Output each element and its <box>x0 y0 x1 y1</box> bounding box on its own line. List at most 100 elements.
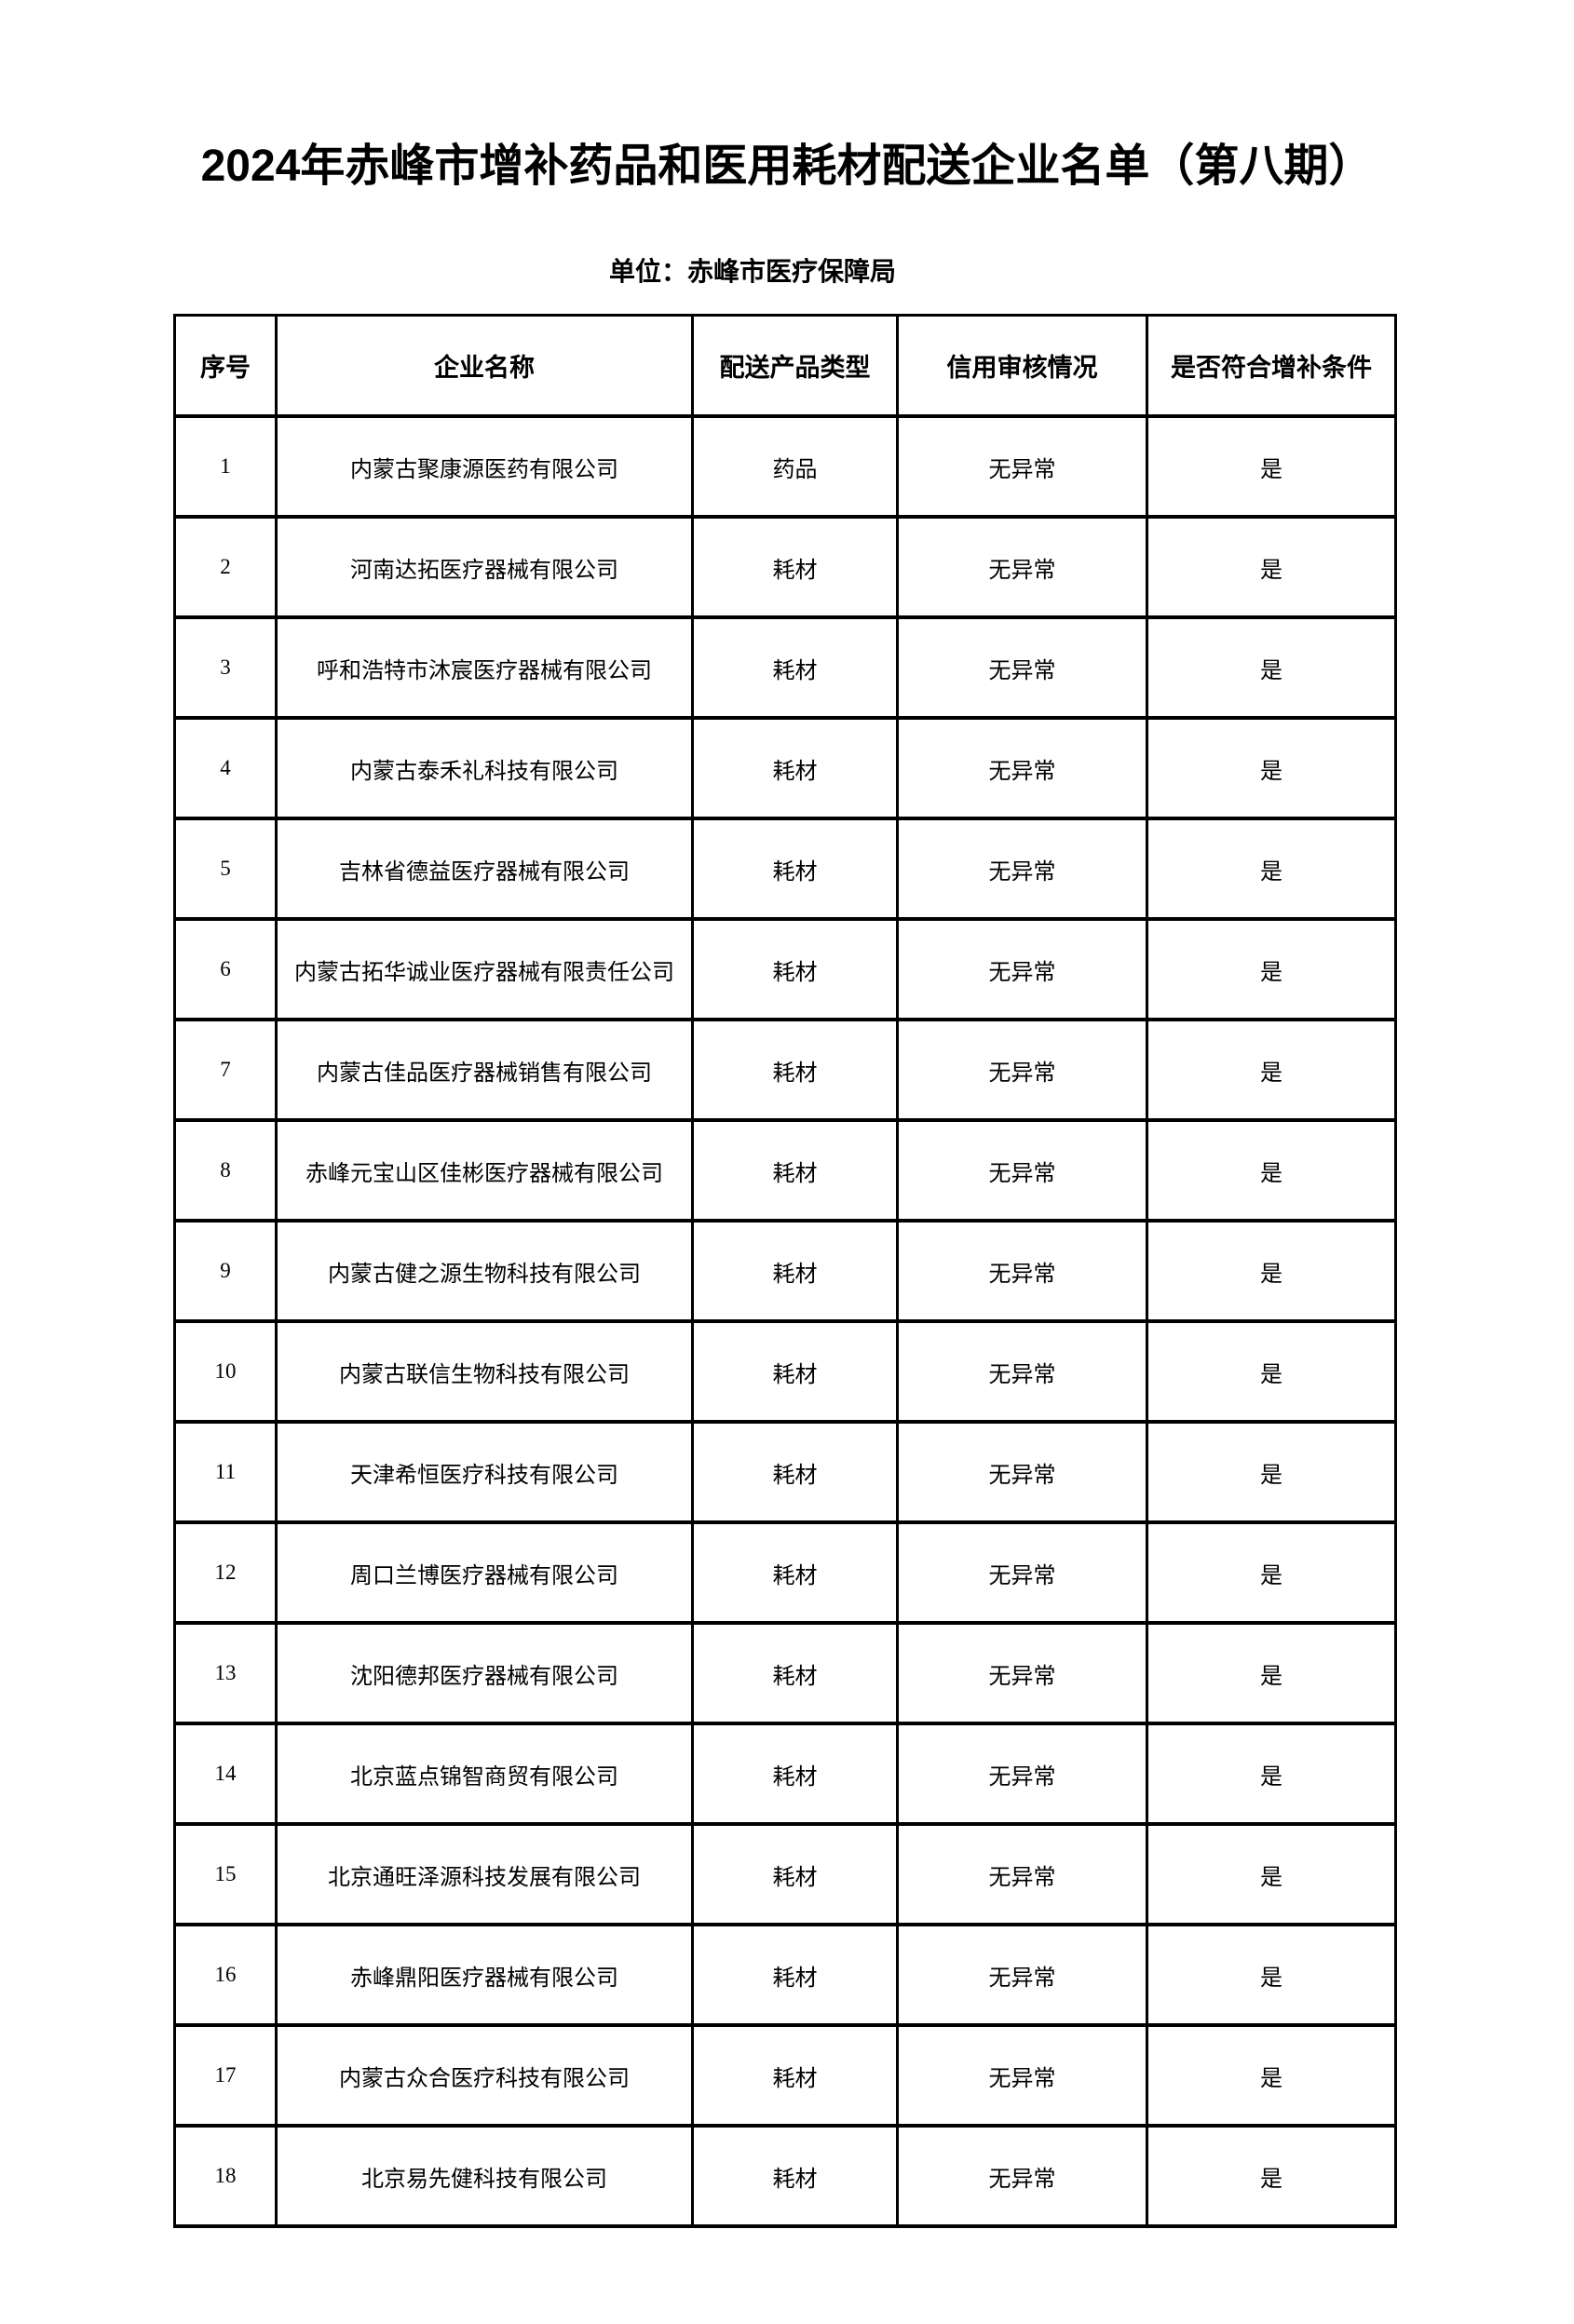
cell-meets-criteria: 是 <box>1146 1621 1397 1725</box>
table-row: 3 呼和浩特市沐宸医疗器械有限公司 耗材 无异常是 <box>173 615 1397 720</box>
cell-meets-criteria: 是 <box>1146 1520 1397 1625</box>
cell-serial-number: 8 <box>173 1118 278 1223</box>
cell-company-name: 内蒙古众合医疗科技有限公司 <box>275 2023 694 2128</box>
cell-credit-status: 无异常 <box>896 1018 1148 1122</box>
cell-company-name: 呼和浩特市沐宸医疗器械有限公司 <box>275 615 694 720</box>
cell-meets-criteria: 是 <box>1146 1722 1397 1826</box>
table-row: 2 河南达拓医疗器械有限公司 耗材 无异常是 <box>173 515 1397 619</box>
cell-company-name: 赤峰鼎阳医疗器械有限公司 <box>275 1923 694 2027</box>
table-row: 13 沈阳德邦医疗器械有限公司 耗材 无异常是 <box>173 1621 1397 1725</box>
cell-meets-criteria: 是 <box>1146 1018 1397 1122</box>
cell-product-type: 耗材 <box>691 1722 899 1826</box>
cell-credit-status: 无异常 <box>896 1621 1148 1725</box>
cell-company-name: 内蒙古佳品医疗器械销售有限公司 <box>275 1018 694 1122</box>
cell-company-name: 北京蓝点锦智商贸有限公司 <box>275 1722 694 1826</box>
cell-serial-number: 5 <box>173 817 278 921</box>
cell-meets-criteria: 是 <box>1146 615 1397 720</box>
cell-product-type: 耗材 <box>691 1420 899 1524</box>
cell-company-name: 沈阳德邦医疗器械有限公司 <box>275 1621 694 1725</box>
cell-product-type: 耗材 <box>691 1923 899 2027</box>
header-credit-status: 信用审核情况 <box>896 314 1148 418</box>
cell-meets-criteria: 是 <box>1146 414 1397 519</box>
cell-meets-criteria: 是 <box>1146 1822 1397 1926</box>
cell-company-name: 内蒙古健之源生物科技有限公司 <box>275 1219 694 1323</box>
cell-serial-number: 10 <box>173 1319 278 1424</box>
cell-serial-number: 6 <box>173 917 278 1021</box>
cell-credit-status: 无异常 <box>896 1420 1148 1524</box>
table-row: 4 内蒙古泰禾礼科技有限公司 耗材 无异常是 <box>173 716 1397 820</box>
cell-product-type: 耗材 <box>691 716 899 820</box>
table-row: 11 天津希恒医疗科技有限公司 耗材 无异常是 <box>173 1420 1397 1524</box>
cell-credit-status: 无异常 <box>896 1822 1148 1926</box>
cell-company-name: 内蒙古拓华诚业医疗器械有限责任公司 <box>275 917 694 1021</box>
cell-serial-number: 13 <box>173 1621 278 1725</box>
cell-meets-criteria: 是 <box>1146 1420 1397 1524</box>
table-row: 9 内蒙古健之源生物科技有限公司 耗材 无异常是 <box>173 1219 1397 1323</box>
table-row: 14 北京蓝点锦智商贸有限公司 耗材 无异常是 <box>173 1722 1397 1826</box>
cell-credit-status: 无异常 <box>896 716 1148 820</box>
cell-credit-status: 无异常 <box>896 615 1148 720</box>
cell-meets-criteria: 是 <box>1146 515 1397 619</box>
cell-serial-number: 12 <box>173 1520 278 1625</box>
cell-company-name: 内蒙古联信生物科技有限公司 <box>275 1319 694 1424</box>
cell-serial-number: 7 <box>173 1018 278 1122</box>
cell-company-name: 周口兰博医疗器械有限公司 <box>275 1520 694 1625</box>
cell-credit-status: 无异常 <box>896 2124 1148 2228</box>
cell-serial-number: 9 <box>173 1219 278 1323</box>
page-title: 2024年赤峰市增补药品和医用耗材配送企业名单（第八期） <box>200 142 1374 191</box>
cell-serial-number: 4 <box>173 716 278 820</box>
cell-meets-criteria: 是 <box>1146 716 1397 820</box>
table-row: 15 北京通旺泽源科技发展有限公司 耗材 无异常是 <box>173 1822 1397 1926</box>
cell-serial-number: 16 <box>173 1923 278 2027</box>
table-body: 1 内蒙古聚康源医药有限公司 药品 无异常是 2 河南达拓医疗器械有限公司 耗材 无异常是 3 呼… <box>173 414 1397 2228</box>
cell-credit-status: 无异常 <box>896 1923 1148 2027</box>
header-row: 序号 企业名称 配送产品类型 信用审核情况 是否符合增补条件 <box>173 314 1397 418</box>
header-company-name: 企业名称 <box>275 314 694 418</box>
cell-serial-number: 2 <box>173 515 278 619</box>
table-row: 18 北京易先健科技有限公司 耗材 无异常是 <box>173 2124 1397 2228</box>
header-meets-criteria: 是否符合增补条件 <box>1146 314 1397 418</box>
cell-company-name: 北京通旺泽源科技发展有限公司 <box>275 1822 694 1926</box>
cell-serial-number: 11 <box>173 1420 278 1524</box>
table-row: 12 周口兰博医疗器械有限公司 耗材 无异常是 <box>173 1520 1397 1625</box>
cell-product-type: 耗材 <box>691 515 899 619</box>
cell-product-type: 耗材 <box>691 2124 899 2228</box>
cell-product-type: 耗材 <box>691 615 899 720</box>
cell-product-type: 耗材 <box>691 1018 899 1122</box>
cell-serial-number: 17 <box>173 2023 278 2128</box>
issuing-unit-label: 单位：赤峰市医疗保障局 <box>609 257 897 286</box>
cell-meets-criteria: 是 <box>1146 1118 1397 1223</box>
cell-product-type: 耗材 <box>691 1319 899 1424</box>
cell-credit-status: 无异常 <box>896 414 1148 519</box>
cell-serial-number: 14 <box>173 1722 278 1826</box>
cell-product-type: 耗材 <box>691 1822 899 1926</box>
cell-company-name: 北京易先健科技有限公司 <box>275 2124 694 2228</box>
cell-meets-criteria: 是 <box>1146 2124 1397 2228</box>
companies-table: 序号 企业名称 配送产品类型 信用审核情况 是否符合增补条件 1 内蒙古聚康源医药… <box>173 314 1397 2228</box>
table-row: 17 内蒙古众合医疗科技有限公司 耗材 无异常是 <box>173 2023 1397 2128</box>
cell-meets-criteria: 是 <box>1146 917 1397 1021</box>
cell-meets-criteria: 是 <box>1146 1319 1397 1424</box>
cell-company-name: 天津希恒医疗科技有限公司 <box>275 1420 694 1524</box>
table-row: 5 吉林省德益医疗器械有限公司 耗材 无异常是 <box>173 817 1397 921</box>
cell-credit-status: 无异常 <box>896 2023 1148 2128</box>
cell-serial-number: 3 <box>173 615 278 720</box>
cell-serial-number: 15 <box>173 1822 278 1926</box>
cell-credit-status: 无异常 <box>896 1722 1148 1826</box>
table-row: 1 内蒙古聚康源医药有限公司 药品 无异常是 <box>173 414 1397 519</box>
table-row: 16 赤峰鼎阳医疗器械有限公司 耗材 无异常是 <box>173 1923 1397 2027</box>
cell-meets-criteria: 是 <box>1146 2023 1397 2128</box>
cell-company-name: 赤峰元宝山区佳彬医疗器械有限公司 <box>275 1118 694 1223</box>
table-row: 10 内蒙古联信生物科技有限公司 耗材 无异常是 <box>173 1319 1397 1424</box>
cell-product-type: 耗材 <box>691 1118 899 1223</box>
cell-product-type: 耗材 <box>691 1621 899 1725</box>
table-row: 7 内蒙古佳品医疗器械销售有限公司 耗材 无异常是 <box>173 1018 1397 1122</box>
cell-company-name: 吉林省德益医疗器械有限公司 <box>275 817 694 921</box>
cell-credit-status: 无异常 <box>896 1520 1148 1625</box>
header-serial-number: 序号 <box>173 314 278 418</box>
table-row: 8 赤峰元宝山区佳彬医疗器械有限公司 耗材 无异常是 <box>173 1118 1397 1223</box>
cell-credit-status: 无异常 <box>896 1219 1148 1323</box>
cell-credit-status: 无异常 <box>896 817 1148 921</box>
cell-serial-number: 18 <box>173 2124 278 2228</box>
